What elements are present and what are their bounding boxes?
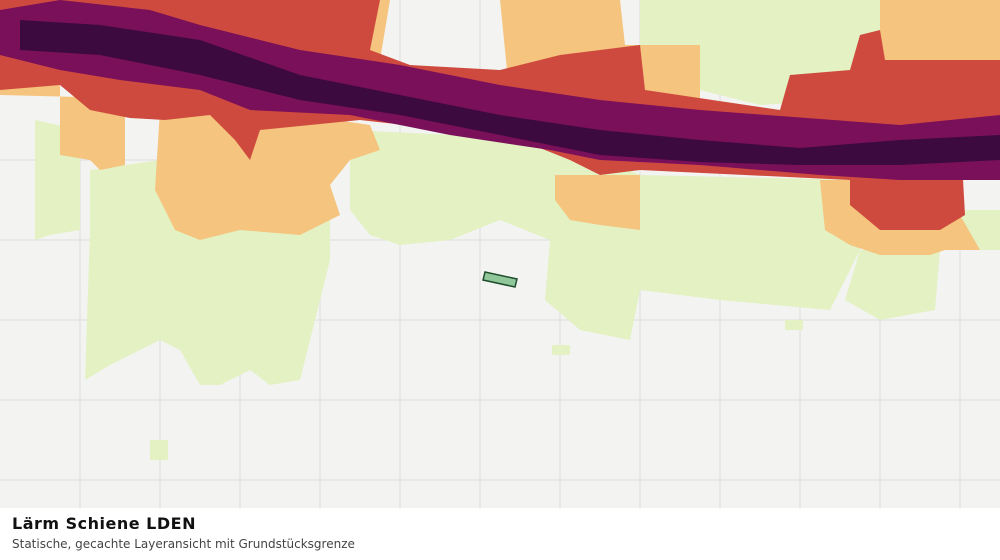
layer-title: Lärm Schiene LDEN bbox=[12, 514, 196, 533]
noise-zone-very-high bbox=[0, 0, 1000, 180]
map bbox=[0, 0, 1000, 508]
parcel-boundary bbox=[482, 271, 518, 288]
layer-subtitle: Statische, gecachte Layeransicht mit Gru… bbox=[12, 537, 355, 551]
info-panel: Lärm Schiene LDEN Statische, gecachte La… bbox=[0, 508, 1000, 560]
noise-zone-extreme bbox=[20, 20, 1000, 165]
